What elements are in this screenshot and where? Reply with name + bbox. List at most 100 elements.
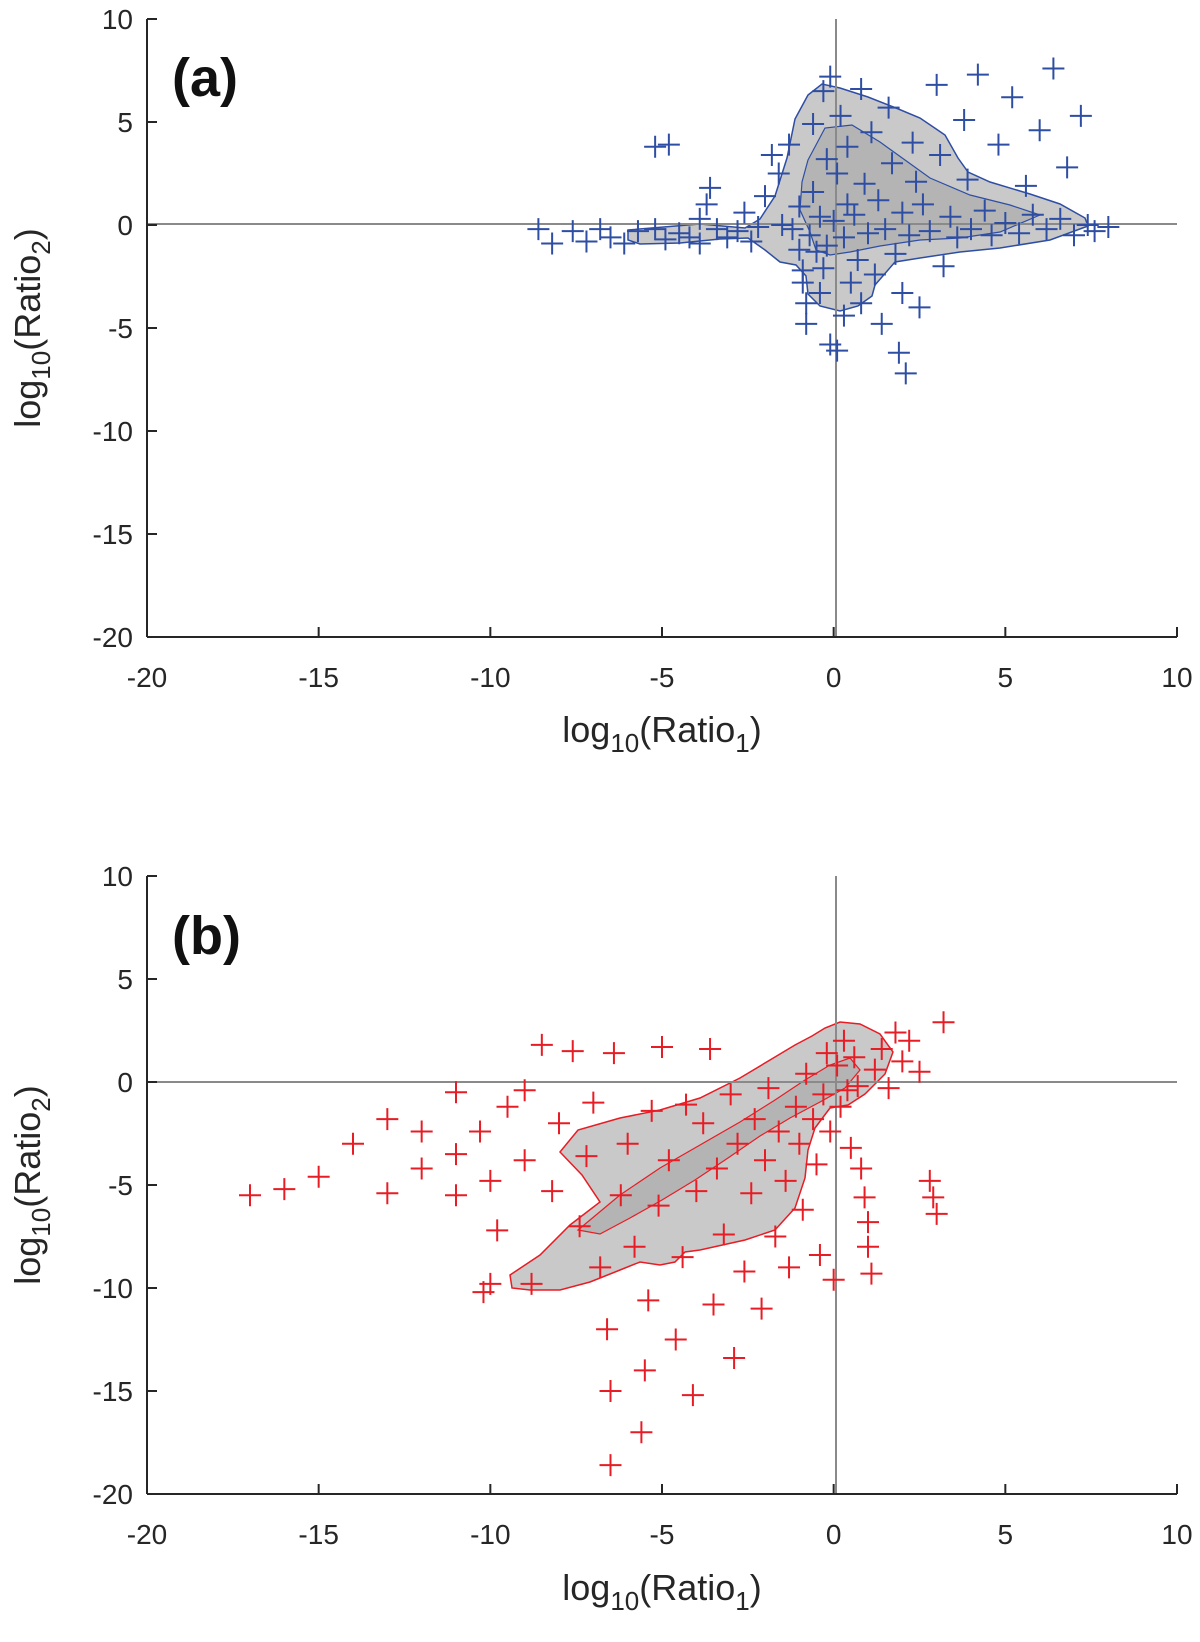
data-point-b	[891, 1050, 914, 1073]
data-point-a	[822, 209, 845, 232]
data-point-a	[874, 218, 897, 241]
data-point-a	[960, 218, 982, 241]
x-tick-label: 0	[826, 662, 842, 693]
data-point-a	[688, 232, 711, 255]
data-point-a	[802, 181, 825, 204]
x-tick-label: 5	[998, 662, 1014, 693]
data-point-a	[1097, 216, 1120, 239]
data-point-a	[850, 78, 873, 101]
data-point-a	[860, 121, 883, 144]
data-point-b	[740, 1182, 763, 1205]
data-point-b	[778, 1256, 801, 1279]
data-point-a	[908, 296, 931, 319]
x-axis-title-a-sub1: 10	[610, 728, 639, 758]
x-axis-title-a-base: log	[562, 709, 610, 750]
data-point-a	[994, 211, 1017, 234]
data-point-b	[922, 1186, 945, 1209]
data-point-a	[939, 205, 962, 228]
data-point-a	[1021, 203, 1044, 226]
data-point-b	[860, 1262, 883, 1285]
data-point-a	[1069, 104, 1092, 127]
data-point-a	[1001, 86, 1024, 109]
data-point-b	[836, 1079, 859, 1102]
data-point-a	[788, 195, 811, 218]
data-point-b	[925, 1202, 948, 1225]
data-point-b	[602, 1042, 625, 1065]
data-point-b	[637, 1289, 660, 1312]
data-point-b	[623, 1235, 646, 1258]
data-point-b	[743, 1108, 766, 1131]
data-point-a	[905, 170, 928, 193]
data-point-a	[626, 220, 649, 243]
data-point-a	[575, 230, 598, 253]
y-tick-label: -10	[93, 416, 133, 447]
data-point-a	[863, 263, 886, 286]
data-point-b	[548, 1112, 570, 1135]
y-tick-label: -15	[93, 519, 133, 550]
data-point-a	[808, 281, 831, 304]
data-point-a	[747, 216, 770, 239]
data-point-a	[891, 201, 914, 224]
data-point-a	[1008, 222, 1031, 245]
data-point-a	[815, 234, 838, 257]
data-point-a	[688, 207, 711, 230]
data-point-a	[1049, 207, 1072, 230]
x-tick-label: -5	[650, 1519, 675, 1550]
data-point-b	[723, 1347, 746, 1370]
x-axis-title-b-sub2: 1	[735, 1586, 749, 1616]
data-point-a	[877, 96, 900, 119]
x-axis-title-a: log10(Ratio1)	[562, 709, 761, 758]
y-axis-title-b-base: log	[7, 1237, 48, 1285]
data-point-a	[812, 257, 835, 280]
data-point-a	[839, 271, 862, 294]
data-point-a	[853, 172, 876, 195]
density-region-b	[509, 1021, 894, 1291]
data-point-a	[808, 205, 831, 228]
data-point-b	[342, 1132, 364, 1155]
y-tick-label: 5	[117, 107, 133, 138]
y-tick-label: 5	[117, 964, 133, 995]
y-tick-label: 0	[117, 1067, 133, 1098]
data-point-b	[376, 1182, 399, 1205]
data-point-a	[832, 226, 855, 249]
data-point-b	[561, 1040, 584, 1063]
data-point-a	[561, 220, 584, 243]
y-axis-title-b-mid: (Ratio	[7, 1112, 48, 1208]
data-point-b	[857, 1235, 879, 1258]
data-point-a	[795, 312, 818, 335]
data-point-b	[596, 1318, 619, 1341]
data-point-a	[870, 312, 893, 335]
data-point-a	[798, 224, 821, 247]
data-point-b	[702, 1293, 725, 1316]
data-point-b	[832, 1029, 855, 1052]
y-axis-title-b-end: )	[7, 1085, 48, 1097]
data-point-b	[469, 1120, 492, 1143]
density-region-a	[627, 83, 1089, 312]
data-point-a	[767, 162, 790, 185]
data-point-b	[609, 1184, 632, 1207]
data-point-b	[699, 1038, 722, 1061]
data-point-a	[901, 131, 924, 154]
data-point-b	[496, 1095, 519, 1118]
data-point-a	[678, 226, 701, 249]
data-point-b	[472, 1281, 495, 1304]
y-tick-label: -20	[93, 1479, 133, 1510]
data-point-b	[633, 1359, 656, 1382]
data-point-a	[932, 255, 955, 278]
data-point-a	[791, 271, 814, 294]
y-ticks-b: 10 5 0 -5 -10 -15 -20	[93, 861, 157, 1510]
data-point-a	[716, 226, 739, 249]
data-point-a	[891, 281, 914, 304]
data-point-b	[908, 1060, 931, 1083]
data-point-a	[980, 224, 1003, 247]
data-point-b	[445, 1143, 467, 1166]
y-axis-title-b-sub2: 2	[26, 1097, 56, 1111]
data-point-b	[884, 1021, 907, 1044]
data-point-a	[1056, 156, 1079, 179]
x-tick-label: 5	[998, 1519, 1014, 1550]
data-point-b	[829, 1095, 852, 1118]
panel-label-a: (a)	[172, 48, 238, 108]
x-tick-label: -15	[298, 662, 338, 693]
data-point-a	[754, 185, 776, 208]
y-tick-label: -5	[108, 1170, 133, 1201]
